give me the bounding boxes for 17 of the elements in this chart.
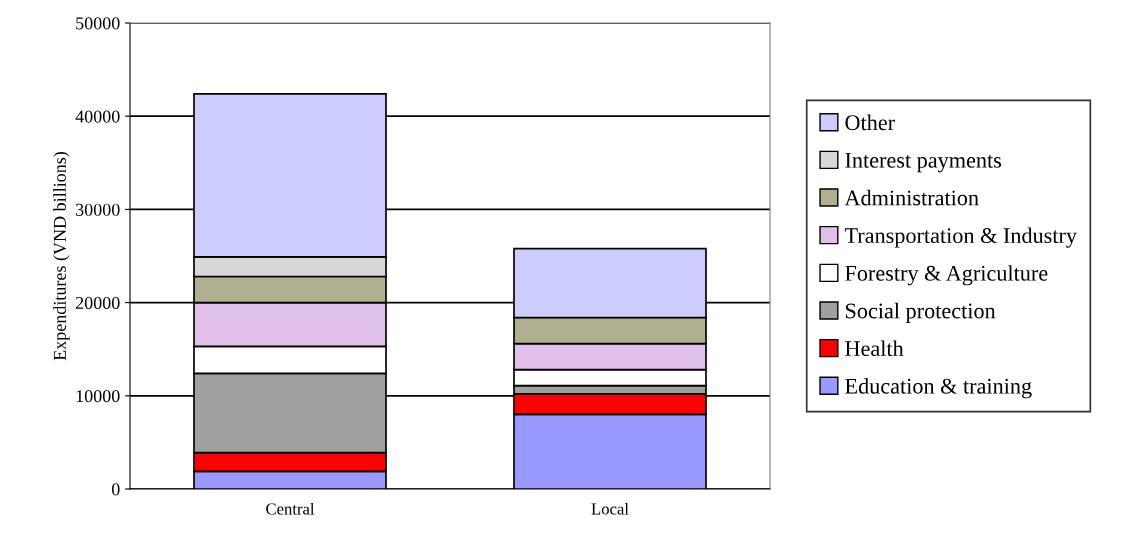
y-tick-label: 20000 [75, 296, 120, 310]
x-tick-label: Central [266, 502, 315, 515]
legend-label: Other [845, 114, 895, 131]
y-tick-label: 50000 [76, 17, 120, 30]
legend-label: Forestry & Agriculture [845, 265, 1048, 286]
legend-label: Social protection [845, 302, 996, 323]
x-tick-label: Local [591, 502, 629, 515]
legend-label: Administration [844, 189, 979, 206]
legend-label: Interest payments [845, 153, 1002, 173]
legend-label: Education & training [845, 378, 1032, 399]
y-tick-label: 0 [111, 483, 120, 496]
y-tick-label: 40000 [75, 110, 120, 123]
y-tick-label: 10000 [76, 390, 120, 403]
legend-label: Health [845, 340, 904, 357]
y-axis-title: Expenditures (VND billions) [53, 151, 70, 361]
y-tick-label: 30000 [76, 203, 120, 216]
legend-label: Transportation & Industry [844, 227, 1077, 248]
